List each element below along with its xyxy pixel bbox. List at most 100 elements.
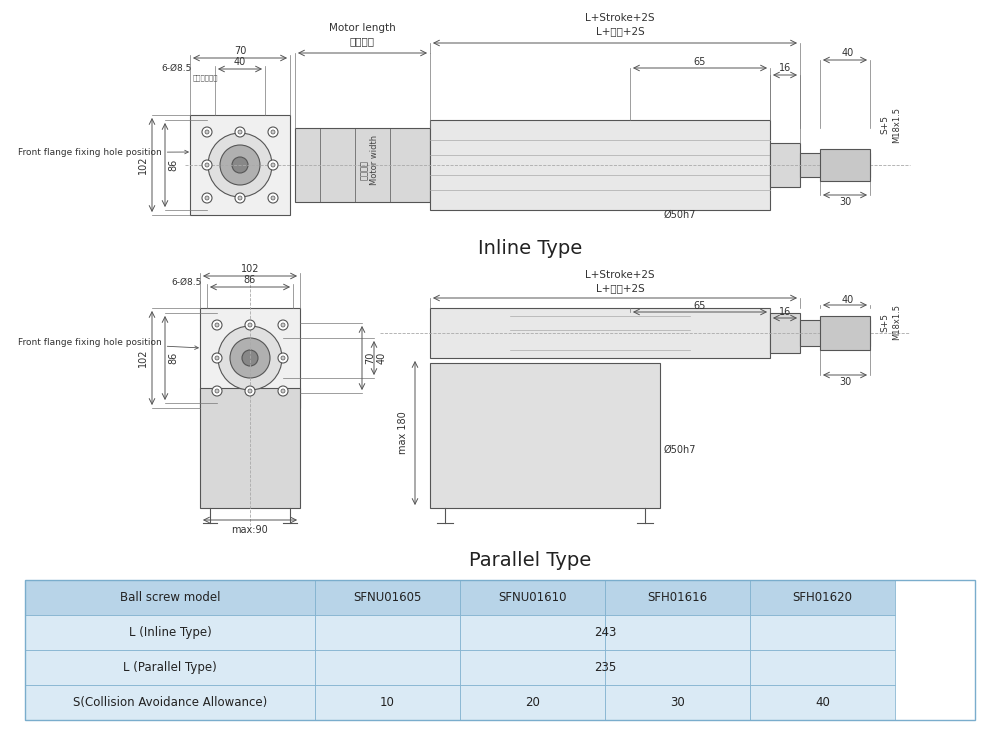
Circle shape — [278, 353, 288, 363]
Circle shape — [281, 356, 285, 360]
Text: 40: 40 — [377, 352, 387, 364]
Text: SFH01616: SFH01616 — [647, 591, 708, 604]
Bar — [25, 580, 975, 720]
Circle shape — [235, 127, 245, 137]
Text: SFNU01605: SFNU01605 — [353, 591, 422, 604]
Text: 102: 102 — [138, 155, 148, 174]
Bar — [25, 615, 315, 650]
Bar — [820, 316, 870, 350]
Text: S(Collision Avoidance Allowance): S(Collision Avoidance Allowance) — [73, 696, 267, 709]
Circle shape — [215, 356, 219, 360]
Circle shape — [271, 196, 275, 200]
Circle shape — [245, 386, 255, 396]
Text: max:90: max:90 — [232, 525, 268, 535]
Circle shape — [218, 326, 282, 390]
Text: L+行程+2S: L+行程+2S — [596, 283, 644, 293]
Text: L+行程+2S: L+行程+2S — [596, 26, 644, 36]
Circle shape — [278, 386, 288, 396]
Bar — [820, 149, 870, 181]
Text: Ø50h7: Ø50h7 — [664, 445, 696, 455]
Circle shape — [205, 130, 209, 134]
Text: 6-Ø8.5: 6-Ø8.5 — [172, 278, 202, 286]
Text: 86: 86 — [168, 159, 178, 171]
Circle shape — [268, 127, 278, 137]
Text: max 180: max 180 — [398, 412, 408, 454]
Bar — [750, 650, 895, 685]
Text: S+5: S+5 — [881, 312, 890, 331]
Bar — [605, 685, 750, 720]
Bar — [750, 580, 895, 615]
Circle shape — [281, 389, 285, 393]
Text: 243: 243 — [594, 626, 616, 639]
Circle shape — [242, 350, 258, 366]
Bar — [200, 388, 300, 508]
Circle shape — [220, 145, 260, 185]
Bar — [605, 580, 750, 615]
Circle shape — [271, 163, 275, 167]
Circle shape — [232, 157, 248, 173]
Bar — [430, 308, 770, 358]
Text: 40: 40 — [842, 48, 854, 58]
Text: SFH01620: SFH01620 — [792, 591, 852, 604]
Bar — [315, 580, 460, 615]
Circle shape — [268, 193, 278, 203]
Circle shape — [238, 196, 242, 200]
Text: M18x1.5: M18x1.5 — [893, 304, 902, 340]
Bar — [770, 313, 800, 353]
Circle shape — [278, 320, 288, 330]
Circle shape — [202, 160, 212, 170]
Text: L+Stroke+2S: L+Stroke+2S — [585, 13, 655, 23]
Text: SFNU01610: SFNU01610 — [498, 591, 567, 604]
Text: 86: 86 — [244, 275, 256, 285]
Bar — [750, 685, 895, 720]
Circle shape — [281, 323, 285, 327]
Bar — [315, 650, 460, 685]
Text: 86: 86 — [168, 352, 178, 364]
Text: Parallel Type: Parallel Type — [469, 550, 591, 569]
Circle shape — [205, 163, 209, 167]
Text: 102: 102 — [241, 264, 259, 274]
Circle shape — [202, 193, 212, 203]
Text: 30: 30 — [839, 377, 851, 387]
Bar — [25, 650, 315, 685]
Bar — [430, 120, 770, 210]
Bar — [460, 685, 605, 720]
Circle shape — [212, 386, 222, 396]
Text: 前法兰定孔位: 前法兰定孔位 — [192, 74, 218, 81]
Bar — [800, 153, 870, 177]
Circle shape — [238, 130, 242, 134]
Bar — [460, 580, 605, 615]
Bar — [315, 685, 460, 720]
Text: 20: 20 — [525, 696, 540, 709]
Text: Motor length: Motor length — [329, 23, 395, 33]
Text: 65: 65 — [694, 57, 706, 67]
Circle shape — [212, 320, 222, 330]
Text: 16: 16 — [779, 63, 791, 73]
Bar — [605, 650, 750, 685]
Text: Front flange fixing hole position: Front flange fixing hole position — [18, 148, 188, 157]
Text: 70: 70 — [234, 46, 246, 56]
Circle shape — [248, 323, 252, 327]
Circle shape — [215, 389, 219, 393]
Text: 102: 102 — [138, 348, 148, 367]
Text: 40: 40 — [842, 295, 854, 305]
Text: M18x1.5: M18x1.5 — [893, 107, 902, 143]
Text: 电机长度: 电机长度 — [350, 36, 374, 46]
Bar — [25, 685, 315, 720]
Circle shape — [230, 338, 270, 378]
Bar — [25, 580, 315, 615]
Text: Ball screw model: Ball screw model — [120, 591, 220, 604]
Bar — [800, 320, 870, 346]
Circle shape — [245, 320, 255, 330]
Circle shape — [271, 130, 275, 134]
Bar — [190, 115, 290, 215]
Text: 6-Ø8.5: 6-Ø8.5 — [162, 64, 192, 73]
Text: 70: 70 — [365, 351, 375, 364]
Circle shape — [235, 193, 245, 203]
Text: 235: 235 — [594, 661, 616, 674]
Text: L (Inline Type): L (Inline Type) — [129, 626, 211, 639]
Circle shape — [248, 389, 252, 393]
Text: Motor width: Motor width — [370, 135, 379, 185]
Text: L+Stroke+2S: L+Stroke+2S — [585, 270, 655, 280]
Circle shape — [268, 160, 278, 170]
